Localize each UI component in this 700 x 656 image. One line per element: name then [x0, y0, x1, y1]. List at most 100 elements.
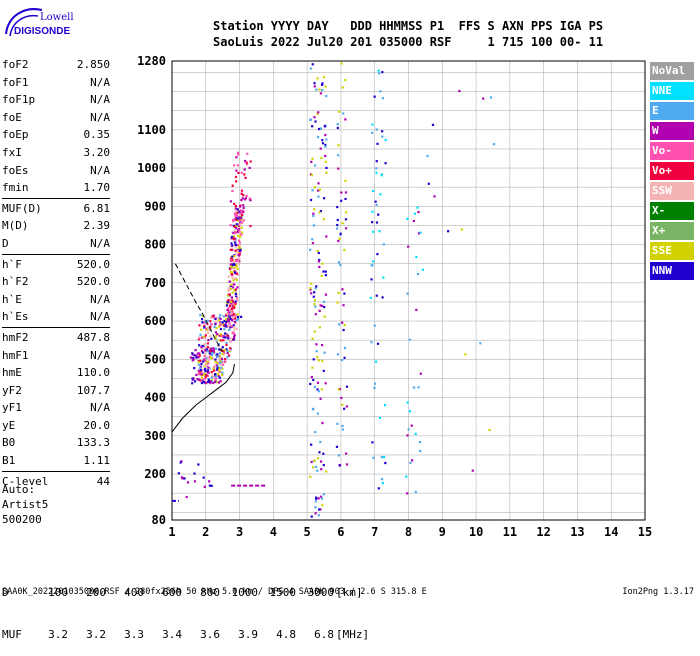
- param-value: 6.81: [83, 201, 111, 215]
- echo-point: [238, 247, 241, 251]
- echo-point: [231, 237, 234, 240]
- echo-point: [343, 356, 346, 359]
- echo-point: [309, 288, 312, 291]
- echo-point: [370, 341, 373, 344]
- echo-point: [369, 296, 372, 300]
- echo-point: [238, 228, 241, 231]
- echo-point: [341, 321, 344, 324]
- echo-point: [233, 229, 237, 232]
- echo-point: [229, 248, 232, 251]
- echo-point: [317, 497, 320, 500]
- echo-point: [201, 379, 204, 382]
- param-name: yF2: [2, 383, 22, 397]
- echo-point: [218, 376, 221, 379]
- param-name: h`F: [2, 257, 22, 271]
- echo-point: [226, 352, 229, 355]
- echo-point: [236, 249, 239, 253]
- echo-point: [210, 353, 214, 357]
- echo-point: [235, 259, 238, 263]
- param-name: D: [2, 236, 9, 250]
- echo-point: [203, 485, 206, 488]
- echo-point: [379, 90, 382, 93]
- echo-point: [407, 428, 410, 431]
- echo-point: [238, 257, 241, 260]
- echo-point: [233, 239, 236, 242]
- param-name: fxI: [2, 145, 22, 159]
- echo-point: [313, 85, 316, 88]
- x-tick-label: 11: [503, 525, 517, 539]
- echo-point: [317, 260, 320, 263]
- echo-point: [322, 452, 325, 455]
- echo-point: [186, 481, 190, 484]
- echo-point: [406, 292, 409, 295]
- y-tick-label: 1100: [137, 123, 166, 137]
- echo-point: [230, 312, 233, 315]
- echo-point: [447, 230, 450, 233]
- param-value: 0.35: [83, 128, 111, 142]
- x-tick-label: 9: [439, 525, 446, 539]
- table-cell: 3.6: [200, 628, 220, 641]
- echo-point: [325, 235, 328, 238]
- echo-point: [337, 154, 340, 157]
- x-tick-label: 3: [236, 525, 243, 539]
- echo-point: [244, 159, 247, 163]
- echo-point: [378, 230, 381, 233]
- echo-point: [223, 335, 226, 338]
- echo-point: [413, 212, 416, 215]
- param-value: N/A: [90, 236, 110, 250]
- echo-point: [207, 362, 210, 365]
- echo-point: [309, 248, 312, 251]
- param-name: h`E: [2, 292, 22, 306]
- table-cell: 3.2: [48, 628, 68, 641]
- echo-point: [321, 142, 325, 145]
- echo-point: [336, 227, 339, 230]
- echo-point: [231, 310, 234, 313]
- param-row: foEp 0.35: [2, 126, 110, 144]
- echo-point: [323, 315, 326, 318]
- echo-point: [207, 378, 210, 381]
- echo-point: [243, 168, 246, 171]
- echo-point: [231, 263, 234, 266]
- echo-point: [240, 199, 243, 202]
- echo-point: [316, 77, 319, 80]
- echo-point: [213, 380, 217, 384]
- param-name: yE: [2, 418, 16, 432]
- echo-point: [407, 245, 410, 248]
- echo-point: [224, 323, 227, 326]
- echo-point: [419, 372, 422, 375]
- echo-point: [237, 254, 240, 257]
- echo-point: [321, 139, 324, 142]
- echo-point: [203, 355, 206, 358]
- echo-point: [231, 276, 234, 279]
- table-cell: 3.3: [124, 628, 144, 641]
- echo-point: [322, 493, 325, 496]
- echo-point: [343, 292, 346, 295]
- echo-point: [233, 304, 236, 307]
- echo-point: [245, 163, 249, 166]
- echo-point: [234, 214, 237, 218]
- echo-point: [342, 112, 345, 115]
- echo-point: [213, 325, 216, 328]
- echo-point: [225, 304, 228, 307]
- echo-point: [210, 371, 213, 374]
- echo-point: [209, 380, 213, 383]
- echo-point: [323, 351, 326, 354]
- echo-point: [236, 313, 239, 316]
- echo-point: [311, 407, 314, 410]
- echo-point: [311, 366, 314, 369]
- echo-point: [221, 321, 224, 324]
- param-value: 2.850: [76, 58, 110, 71]
- echo-point: [203, 377, 206, 380]
- echo-point: [229, 257, 233, 260]
- x-tick-label: 15: [638, 525, 652, 539]
- echo-point: [232, 305, 235, 309]
- echo-point: [216, 333, 219, 336]
- echo-point: [191, 378, 194, 381]
- echo-point: [241, 197, 244, 200]
- echo-point: [309, 67, 312, 70]
- echo-point: [311, 238, 314, 241]
- echo-point: [322, 300, 326, 303]
- echo-point: [313, 186, 316, 189]
- echo-point: [344, 191, 348, 194]
- echo-point: [374, 200, 377, 203]
